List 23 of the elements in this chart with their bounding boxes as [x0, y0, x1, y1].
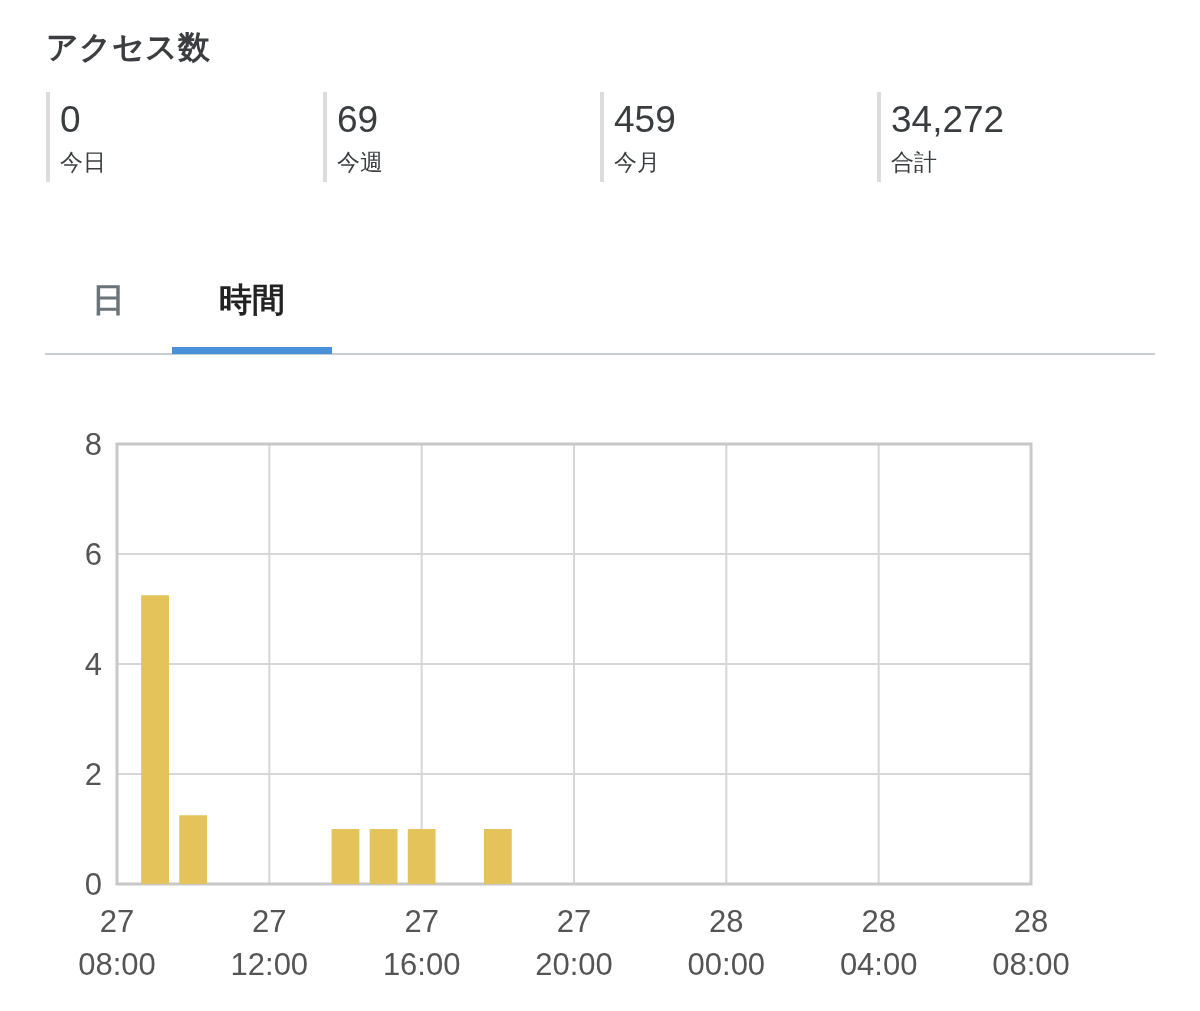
xtick-label: 27 12:00	[230, 904, 309, 982]
label: 今月	[614, 149, 660, 175]
ytick-label: 8	[84, 427, 102, 462]
value: 34,272	[891, 99, 1005, 140]
xtick-label: 28 00:00	[687, 904, 766, 982]
xtick-label: 27 16:00	[382, 904, 461, 982]
value: 69	[337, 99, 379, 140]
value: 0	[60, 99, 81, 140]
tab-label: 時間	[219, 281, 285, 318]
label: 今週	[337, 149, 383, 175]
value: 459	[614, 99, 676, 140]
ytick-label: 6	[84, 537, 102, 572]
ytick-label: 4	[84, 647, 102, 682]
label: 合計	[891, 149, 937, 175]
title: アクセス数	[46, 29, 210, 65]
label: 今日	[60, 149, 106, 175]
xtick-label: 28 04:00	[839, 904, 918, 982]
xtick-label: 28 08:00	[992, 904, 1070, 982]
ytick-label: 0	[84, 867, 102, 902]
tab-label: 日	[92, 281, 125, 318]
xtick-label: 27 08:00	[78, 904, 156, 982]
ytick-label: 2	[84, 757, 102, 792]
xtick-label: 27 20:00	[535, 904, 613, 982]
